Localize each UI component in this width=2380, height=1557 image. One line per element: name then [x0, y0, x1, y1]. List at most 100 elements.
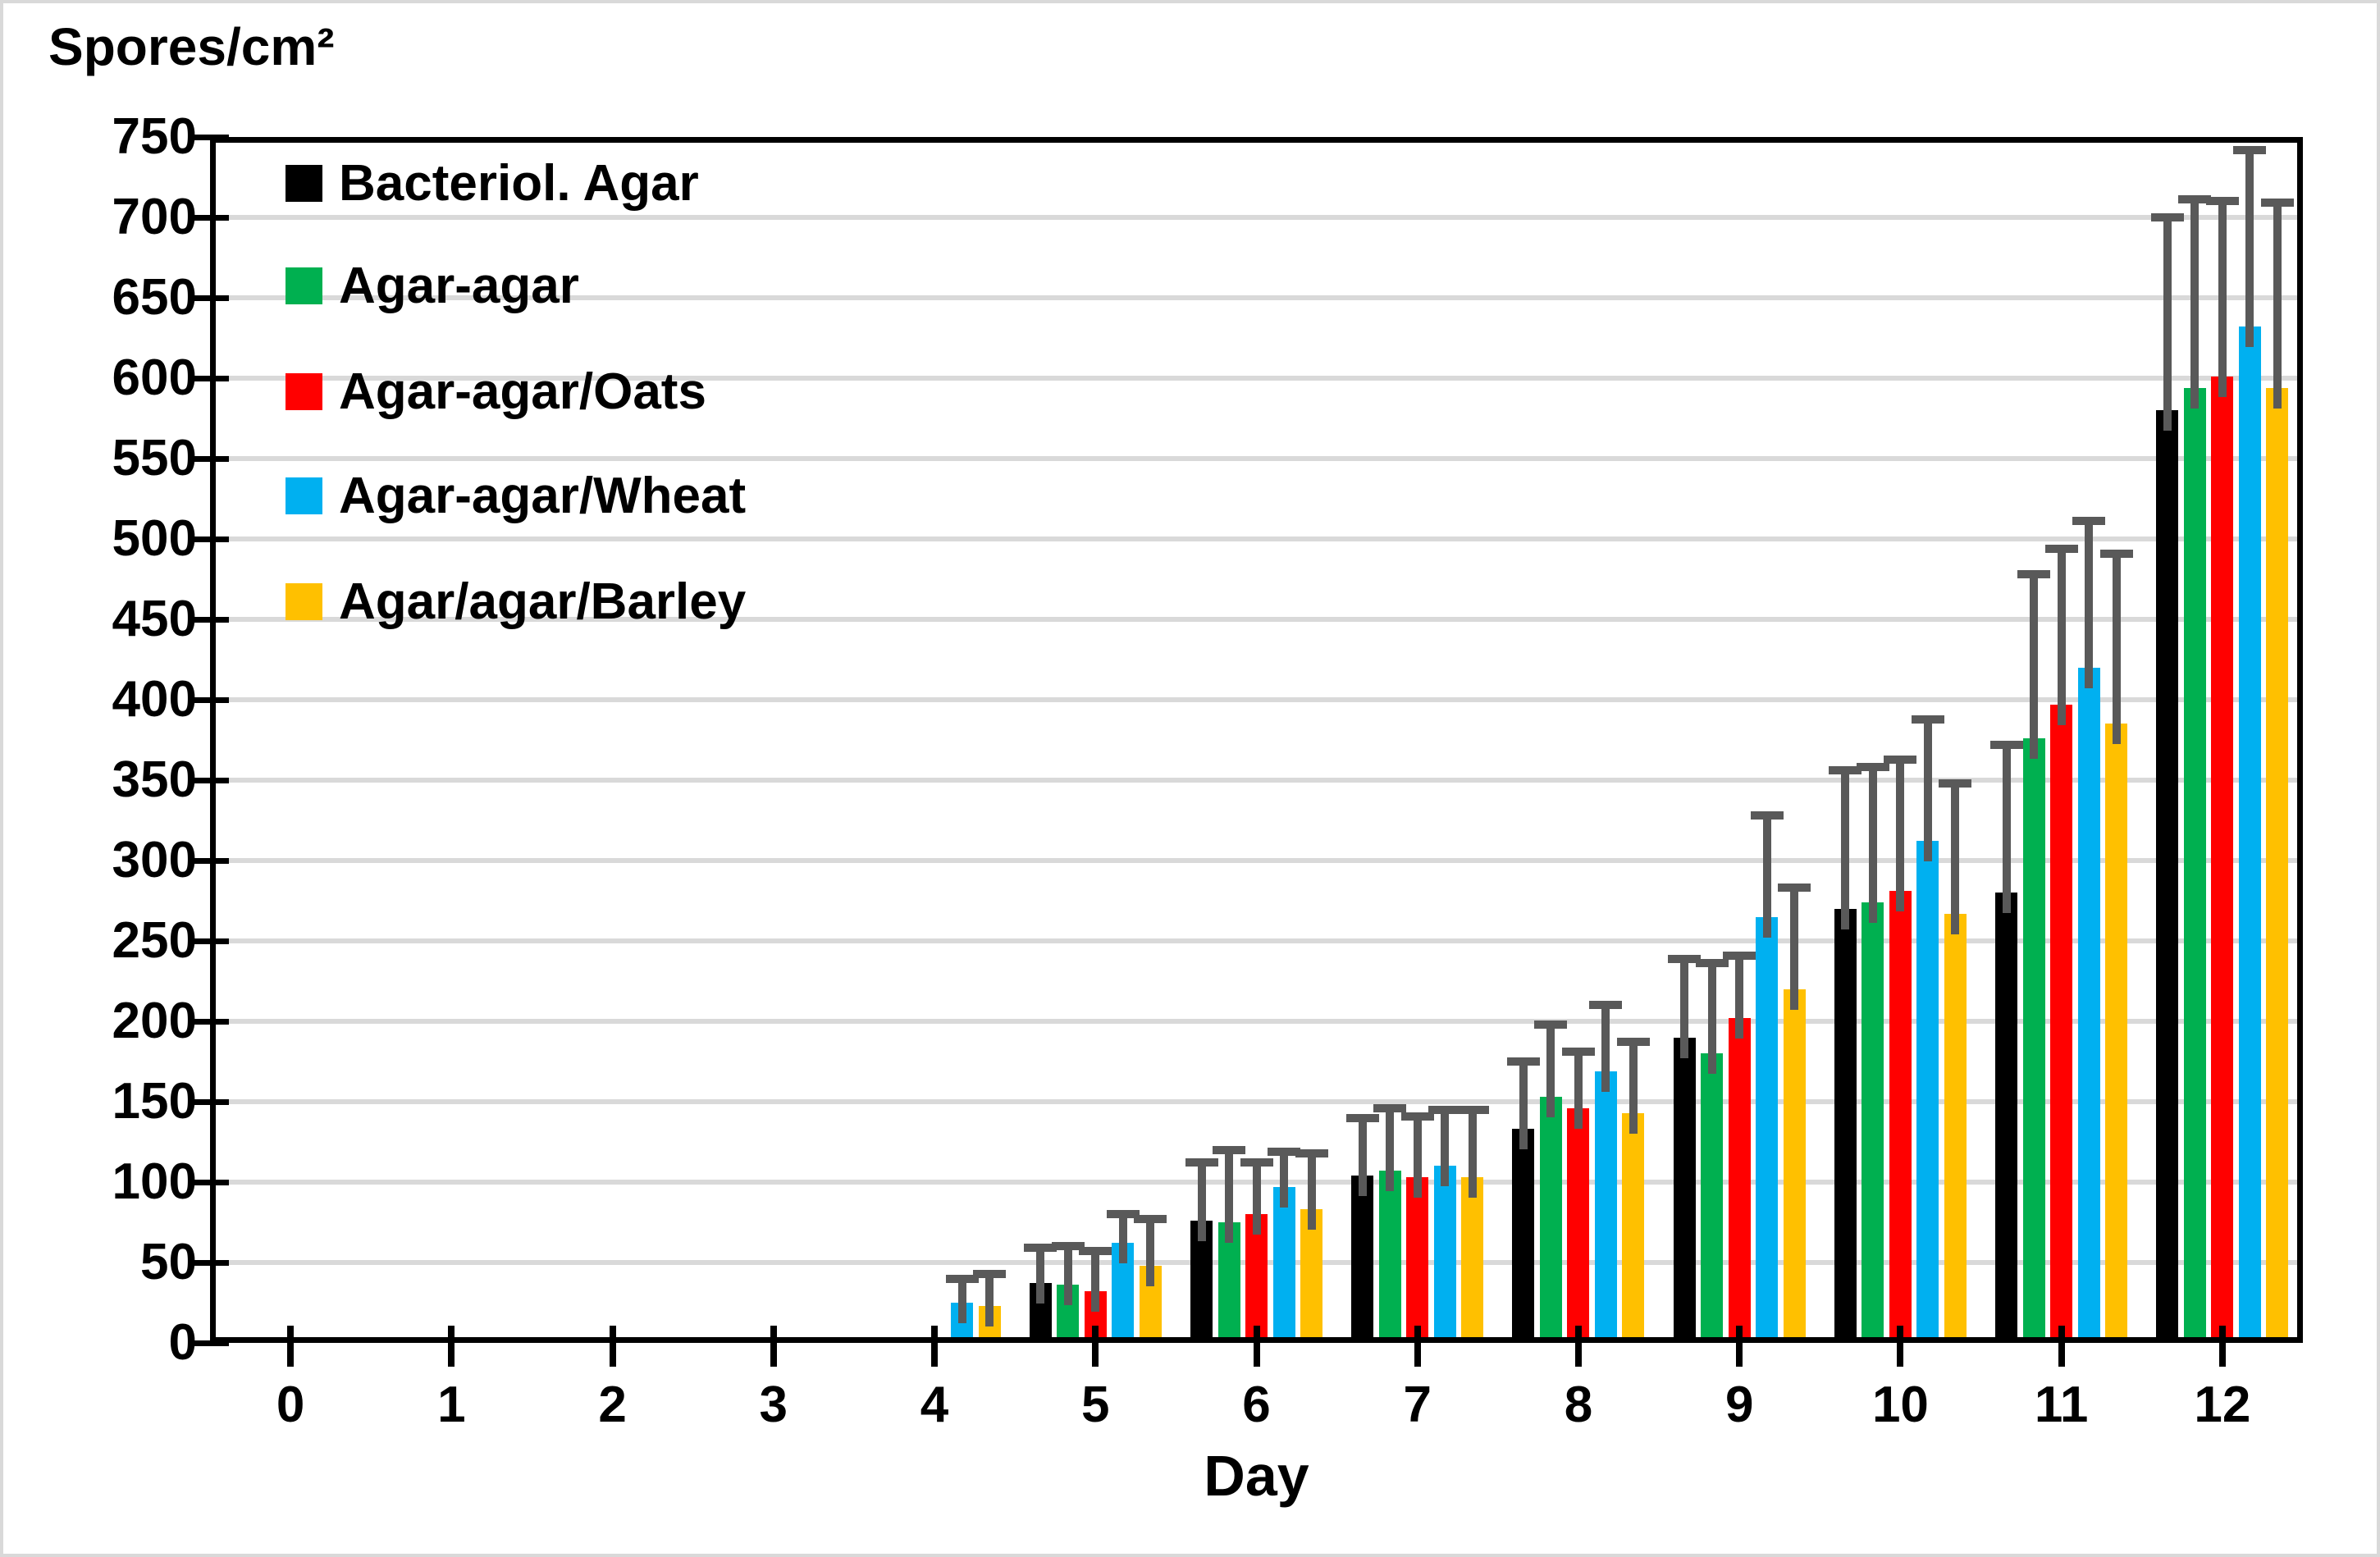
error-bar-cap [1534, 1020, 1568, 1029]
y-tick-label: 750 [112, 108, 197, 165]
error-bar-cap [945, 1274, 979, 1283]
x-tick-mark [1414, 1326, 1421, 1367]
error-bar-cap [1911, 715, 1944, 724]
error-bar-line [1063, 1246, 1072, 1306]
error-bar-line [957, 1278, 966, 1323]
error-bar-cap [1750, 811, 1784, 820]
error-bar-line [1790, 888, 1799, 1010]
y-tick-label: 350 [112, 751, 197, 808]
y-axis-title: Spores/cm² [48, 17, 335, 76]
bar-agar-agar-oats-day-7 [1406, 1177, 1429, 1343]
plot-area [210, 137, 2303, 1343]
error-bar-line [2273, 203, 2282, 409]
x-tick-mark [287, 1326, 295, 1367]
bar-agar-agar-day-10 [1862, 902, 1884, 1343]
bar-agar-agar-oats-day-6 [1245, 1214, 1268, 1343]
error-bar-line [2218, 201, 2227, 398]
error-bar-cap [1668, 954, 1702, 963]
gridline [210, 697, 2303, 702]
y-tick-label: 650 [112, 269, 197, 326]
error-bar-cap [2260, 199, 2294, 208]
error-bar-line [1601, 1005, 1610, 1092]
gridline [210, 295, 2303, 300]
error-bar-line [1468, 1109, 1477, 1199]
y-tick-mark [191, 135, 229, 140]
y-tick-mark [191, 858, 229, 864]
bar-agar-agar-barley-day-11 [2105, 724, 2128, 1343]
bar-agar-agar-barley-day-10 [1944, 913, 1967, 1343]
legend-swatch-icon [286, 372, 322, 410]
legend-item-agar-agar-oats: Agar-agar/Oats [286, 363, 706, 420]
y-tick-mark [191, 1340, 229, 1346]
y-tick-mark [191, 617, 229, 623]
error-bar-line [1868, 767, 1877, 923]
error-bar-cap [2072, 517, 2106, 526]
error-bar-cap [2233, 145, 2267, 154]
y-tick-mark [191, 215, 229, 221]
error-bar-cap [1268, 1147, 1300, 1156]
error-bar-line [1896, 759, 1905, 912]
bar-agar-agar-wheat-day-12 [2238, 326, 2261, 1343]
error-bar-line [985, 1273, 994, 1326]
x-tick-label: 3 [759, 1377, 788, 1433]
x-tick-label: 6 [1242, 1377, 1271, 1433]
error-bar-cap [1506, 1057, 1540, 1066]
legend-swatch-icon [286, 582, 322, 620]
error-bar-line [1574, 1052, 1583, 1129]
gridline [210, 938, 2303, 943]
y-tick-label: 550 [112, 430, 197, 486]
y-tick-label: 300 [112, 832, 197, 888]
y-tick-label: 200 [112, 993, 197, 1049]
error-bar-line [1762, 815, 1771, 938]
y-tick-label: 450 [112, 591, 197, 647]
x-tick-label: 9 [1724, 1377, 1754, 1433]
error-bar-line [1441, 1109, 1450, 1187]
legend-item-agar-agar-wheat: Agar-agar/Wheat [286, 467, 747, 524]
bar-agar-agar-wheat-day-8 [1594, 1071, 1617, 1343]
y-tick-mark [191, 1099, 229, 1105]
x-tick-mark [1092, 1326, 1099, 1367]
y-tick-mark [191, 376, 229, 381]
error-bar-cap [1778, 884, 1811, 893]
error-bar-cap [1185, 1158, 1218, 1167]
bar-agar-agar-oats-day-12 [2211, 377, 2234, 1343]
error-bar-cap [1561, 1048, 1595, 1057]
x-tick-mark [2218, 1326, 2226, 1367]
legend-item-agar-agar: Agar-agar [286, 258, 579, 314]
bar-agar-agar-barley-day-9 [1783, 989, 1806, 1343]
error-bar-line [2190, 199, 2200, 409]
bar-bacteriol-agar-day-8 [1512, 1129, 1535, 1343]
bar-agar-agar-oats-day-10 [1889, 891, 1912, 1343]
y-tick-mark [191, 697, 229, 703]
x-tick-mark [609, 1326, 616, 1367]
y-tick-label: 700 [112, 189, 197, 245]
error-bar-cap [2044, 544, 2078, 553]
error-bar-line [2057, 548, 2066, 725]
error-bar-cap [2205, 197, 2239, 206]
gridline [210, 617, 2303, 622]
bar-agar-agar-day-11 [2022, 738, 2045, 1343]
error-bar-line [1841, 770, 1850, 929]
error-bar-cap [1106, 1210, 1140, 1219]
legend-item-bacteriol-agar: Bacteriol. Agar [286, 155, 699, 212]
error-bar-cap [2017, 570, 2051, 579]
y-tick-mark [191, 938, 229, 944]
gridline [210, 215, 2303, 220]
error-bar-cap [1134, 1215, 1167, 1224]
bar-agar-agar-day-7 [1378, 1171, 1401, 1343]
error-bar-cap [1295, 1148, 1328, 1157]
legend-label: Agar-agar/Wheat [339, 467, 747, 524]
x-tick-label: 10 [1871, 1377, 1929, 1433]
y-tick-mark [191, 1260, 229, 1266]
x-tick-mark [448, 1326, 455, 1367]
error-bar-cap [1829, 766, 1862, 775]
error-bar-cap [1884, 755, 1917, 764]
error-bar-line [1951, 783, 1960, 934]
error-bar-line [2085, 521, 2094, 688]
x-tick-mark [931, 1326, 939, 1367]
bar-bacteriol-agar-day-7 [1351, 1176, 1374, 1343]
error-bar-cap [1695, 959, 1729, 968]
error-bar-line [1091, 1251, 1100, 1313]
y-tick-label: 500 [112, 510, 197, 567]
error-bar-line [1225, 1149, 1233, 1243]
